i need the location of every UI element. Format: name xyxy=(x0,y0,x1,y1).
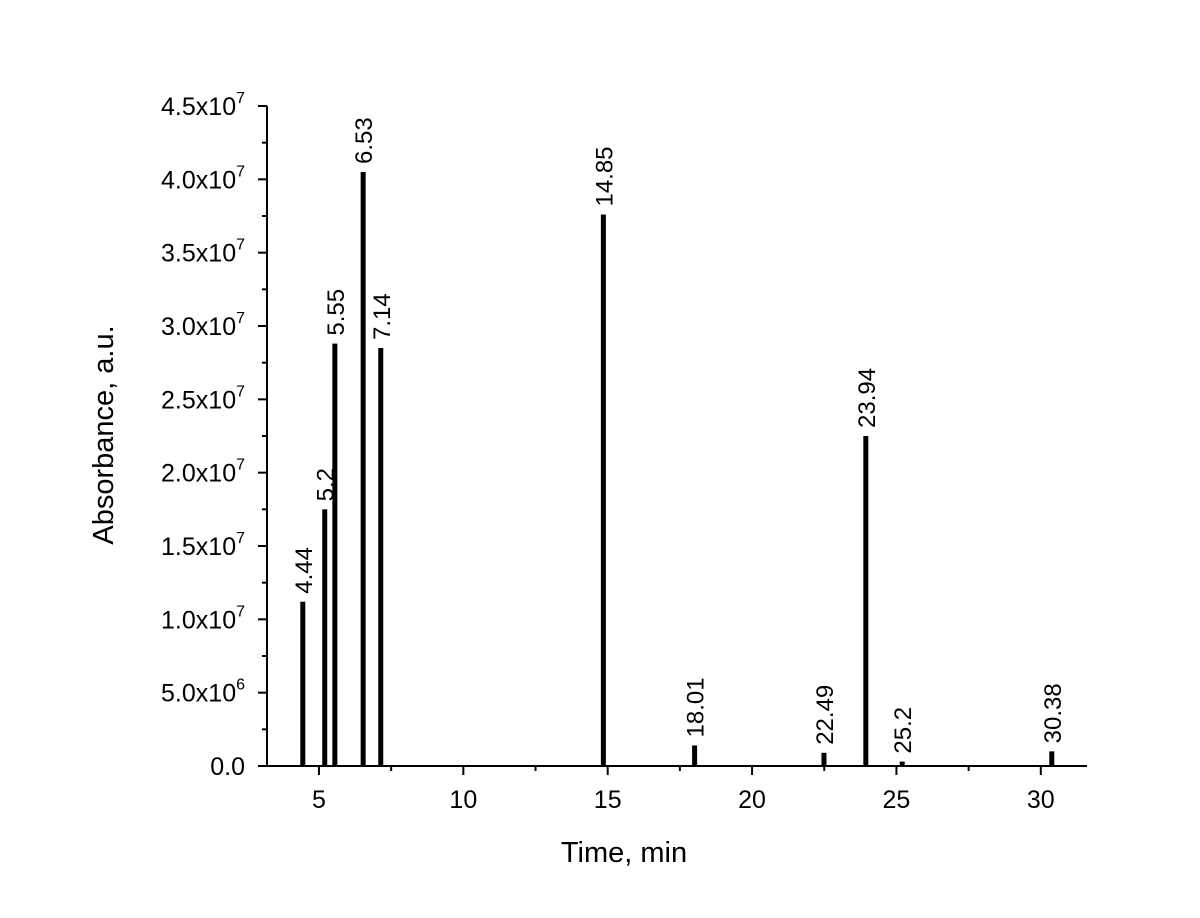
x-axis-title: Time, min xyxy=(561,837,687,869)
y-tick-label: 4.5x107 xyxy=(161,90,245,121)
peak-bar xyxy=(600,214,606,767)
peak-bar xyxy=(332,343,338,766)
peak-label: 7.14 xyxy=(369,293,396,340)
peak-bar xyxy=(1049,751,1055,766)
y-tick-label: 1.0x107 xyxy=(161,603,245,634)
peak-bar xyxy=(322,509,328,766)
y-tick-label: 4.0x107 xyxy=(161,163,245,194)
peak-label: 6.53 xyxy=(351,117,378,164)
peak-label: 30.38 xyxy=(1040,683,1067,743)
peak-label: 22.49 xyxy=(812,685,839,745)
peak-label: 23.94 xyxy=(854,368,881,428)
y-tick-label: 3.5x107 xyxy=(161,237,245,268)
peak-label: 4.44 xyxy=(291,547,318,594)
y-tick-label: 1.5x107 xyxy=(161,530,245,561)
peak-bar xyxy=(863,436,869,766)
peak-bar xyxy=(692,745,698,766)
peak-bar xyxy=(821,752,827,766)
x-tick-label: 25 xyxy=(883,786,911,814)
y-tick-label: 2.5x107 xyxy=(161,383,245,414)
y-tick-label: 5.0x106 xyxy=(161,677,245,708)
y-axis-title: Absorbance, a.u. xyxy=(88,325,120,544)
x-axis-ticks: 5 10 15 20 25 30 xyxy=(312,766,1055,814)
peak-bar xyxy=(300,601,306,766)
x-tick-label: 30 xyxy=(1027,786,1055,814)
y-tick-label: 3.0x107 xyxy=(161,310,245,341)
y-tick-label: 2.0x107 xyxy=(161,457,245,488)
y-tick-label: 0.0 xyxy=(210,753,245,781)
x-tick-label: 20 xyxy=(738,786,766,814)
peak-label: 18.01 xyxy=(683,677,710,737)
x-tick-label: 15 xyxy=(594,786,622,814)
peak-bar xyxy=(378,348,384,766)
peak-label: 14.85 xyxy=(591,146,618,206)
peak-bar xyxy=(360,172,366,766)
x-tick-label: 5 xyxy=(312,786,326,814)
peak-label: 25.2 xyxy=(890,707,917,754)
peak-bar xyxy=(899,761,905,766)
peak-label: 5.55 xyxy=(323,289,350,336)
x-tick-label: 10 xyxy=(449,786,477,814)
y-axis-ticks: 0.0 5.0x106 1.0x107 1.5x107 2.0x107 2.5x107 3.… xyxy=(161,90,267,781)
